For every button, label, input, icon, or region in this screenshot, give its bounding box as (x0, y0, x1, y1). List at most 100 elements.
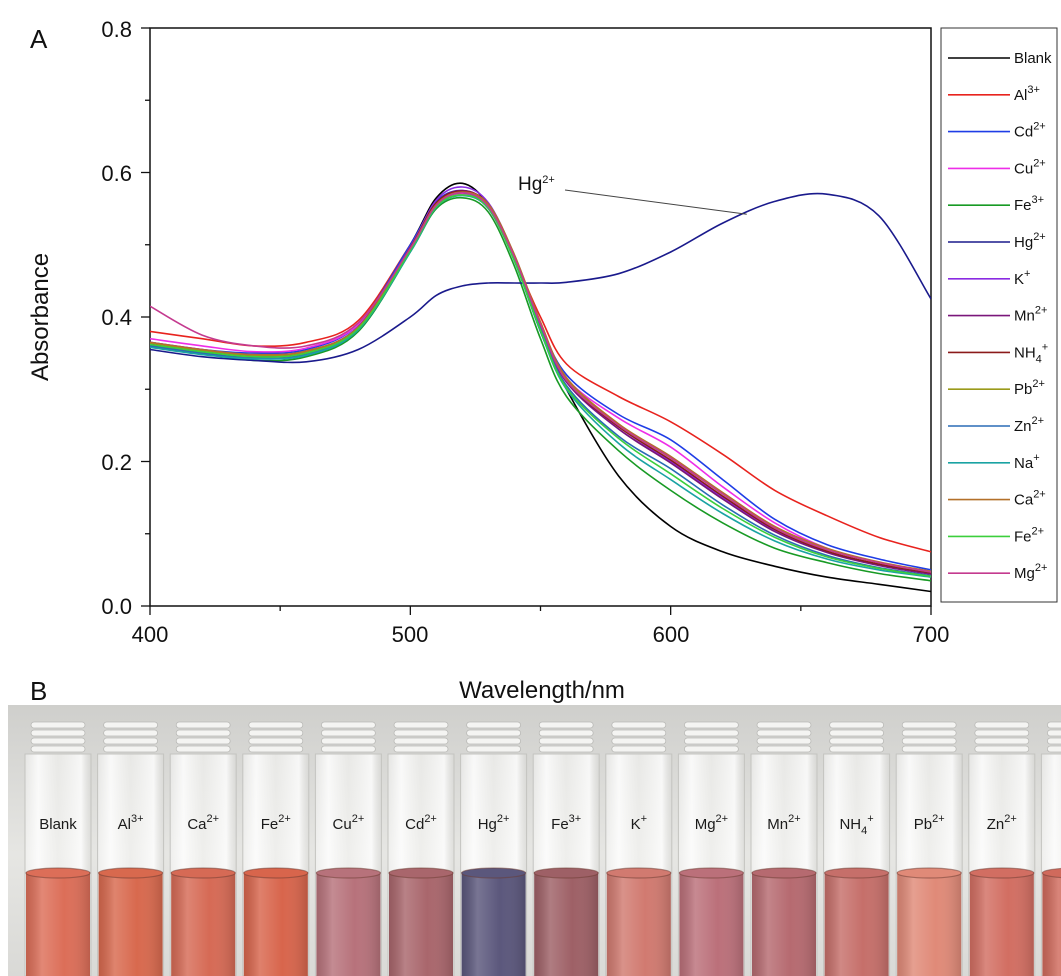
legend-entry: Fe2+ (1014, 525, 1044, 545)
vial-thread (684, 737, 739, 745)
series-line-fe3 (150, 196, 931, 582)
vial-thread (901, 721, 957, 729)
vial-label: Mg2+ (695, 813, 728, 833)
vial-liquid-shade (316, 872, 381, 976)
vial-meniscus (678, 867, 745, 879)
vial-thread (756, 721, 812, 729)
vial-thread (30, 721, 86, 729)
vial-thread (538, 745, 594, 753)
vial-thread (756, 729, 812, 737)
vial: K+ (605, 721, 673, 976)
legend: Blank Al3+ Cd2+ Cu2+ Fe3+ Hg2+ K+ Mn2+ NH4+ Pb2+ Z… (948, 50, 1052, 582)
vial-thread (829, 729, 884, 737)
vial-thread (175, 745, 231, 753)
vial-thread (248, 737, 304, 745)
vial: Na+ (1040, 721, 1061, 976)
x-tick-label: 400 (132, 622, 169, 647)
vial-liquid-shade (98, 872, 163, 976)
vial-thread (829, 745, 884, 753)
vial: Cu2+ (314, 721, 382, 976)
vial-liquid-shade (824, 872, 889, 976)
legend-entry: Mg2+ (1014, 562, 1047, 582)
series-line-ca2 (150, 191, 931, 573)
vial-thread (466, 721, 522, 729)
legend-entry: Cu2+ (1014, 157, 1046, 177)
vial-meniscus (1041, 867, 1061, 879)
vial-meniscus (606, 867, 672, 879)
vial-thread (393, 737, 449, 745)
vial-label: Hg2+ (478, 813, 510, 833)
vial-thread (538, 729, 594, 737)
vial: Mn2+ (750, 721, 818, 976)
vial-thread (248, 729, 304, 737)
vial-label: Pb2+ (914, 813, 945, 833)
series-line-cd2 (150, 189, 931, 571)
y-axis-title: Absorbance (27, 253, 54, 381)
vial-thread (756, 745, 812, 753)
vial-liquid-shade (752, 872, 816, 976)
series-line-pb2 (150, 191, 931, 573)
vial: Pb2+ (895, 721, 963, 976)
panel-b-letter: B (30, 676, 47, 706)
vial-thread (393, 745, 449, 753)
series-line-al3 (150, 193, 931, 553)
y-tick-label: 0.4 (101, 305, 132, 330)
vial-label: Mn2+ (767, 813, 800, 833)
vial-thread (538, 737, 594, 745)
vial: Blank (24, 721, 92, 976)
legend-entry: K+ (1014, 268, 1030, 288)
y-tick-label: 0.6 (101, 161, 132, 186)
annotation-leader (564, 189, 747, 215)
vial-meniscus (533, 867, 599, 879)
legend-entry: Al3+ (1014, 84, 1040, 104)
series-line-blank (150, 182, 931, 593)
vial-thread (30, 745, 86, 753)
vial-liquid-shade (171, 872, 236, 976)
vial-meniscus (969, 867, 1035, 879)
vial-thread (30, 729, 86, 737)
vial-thread (974, 721, 1030, 729)
series-line-zn2 (150, 191, 931, 577)
vial-label: K+ (631, 813, 647, 833)
vial-label: Fe2+ (261, 813, 291, 833)
hg-annotation: Hg2+ (518, 174, 747, 215)
vial-meniscus (25, 867, 91, 879)
vial: Ca2+ (169, 721, 237, 976)
vial-thread (320, 729, 376, 737)
vial-label: Blank (39, 816, 77, 833)
vial-liquid-shade (969, 872, 1034, 976)
vial-label: Cu2+ (333, 813, 365, 833)
vial-thread (466, 729, 522, 737)
vial-liquid-shade (534, 872, 599, 976)
vial-liquid-shade (389, 872, 453, 976)
series-line-k (150, 186, 931, 575)
vial-meniscus (98, 867, 164, 879)
x-tick-label: 500 (392, 622, 429, 647)
vial-liquid-shade (606, 872, 671, 976)
legend-entry: Ca2+ (1014, 489, 1046, 509)
series-line-cu2 (150, 193, 931, 575)
series-lines (150, 182, 931, 593)
legend-entry: Na+ (1014, 452, 1040, 472)
vial-thread (103, 737, 158, 745)
vial: Al3+ (97, 721, 165, 976)
vial-thread (320, 745, 376, 753)
vial-thread (611, 737, 667, 745)
vial-thread (901, 737, 957, 745)
x-axis-title: Wavelength/nm (459, 677, 625, 704)
vial-thread (538, 721, 594, 729)
vial-label: Zn2+ (987, 813, 1017, 833)
vial-label: Fe3+ (551, 813, 581, 833)
vial-meniscus (388, 867, 454, 879)
series-line-fe2 (150, 194, 931, 578)
series-line-mn2 (150, 189, 931, 575)
vial: Cd2+ (387, 721, 455, 976)
vial-thread (611, 729, 667, 737)
vial-thread (393, 721, 449, 729)
vial-thread (974, 737, 1030, 745)
vial-thread (829, 721, 884, 729)
vial-thread (175, 729, 231, 737)
vial-liquid-shade (461, 872, 526, 976)
vial-thread (30, 737, 86, 745)
